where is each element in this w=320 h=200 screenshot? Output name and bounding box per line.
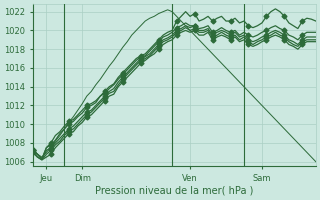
X-axis label: Pression niveau de la mer( hPa ): Pression niveau de la mer( hPa )	[95, 186, 253, 196]
